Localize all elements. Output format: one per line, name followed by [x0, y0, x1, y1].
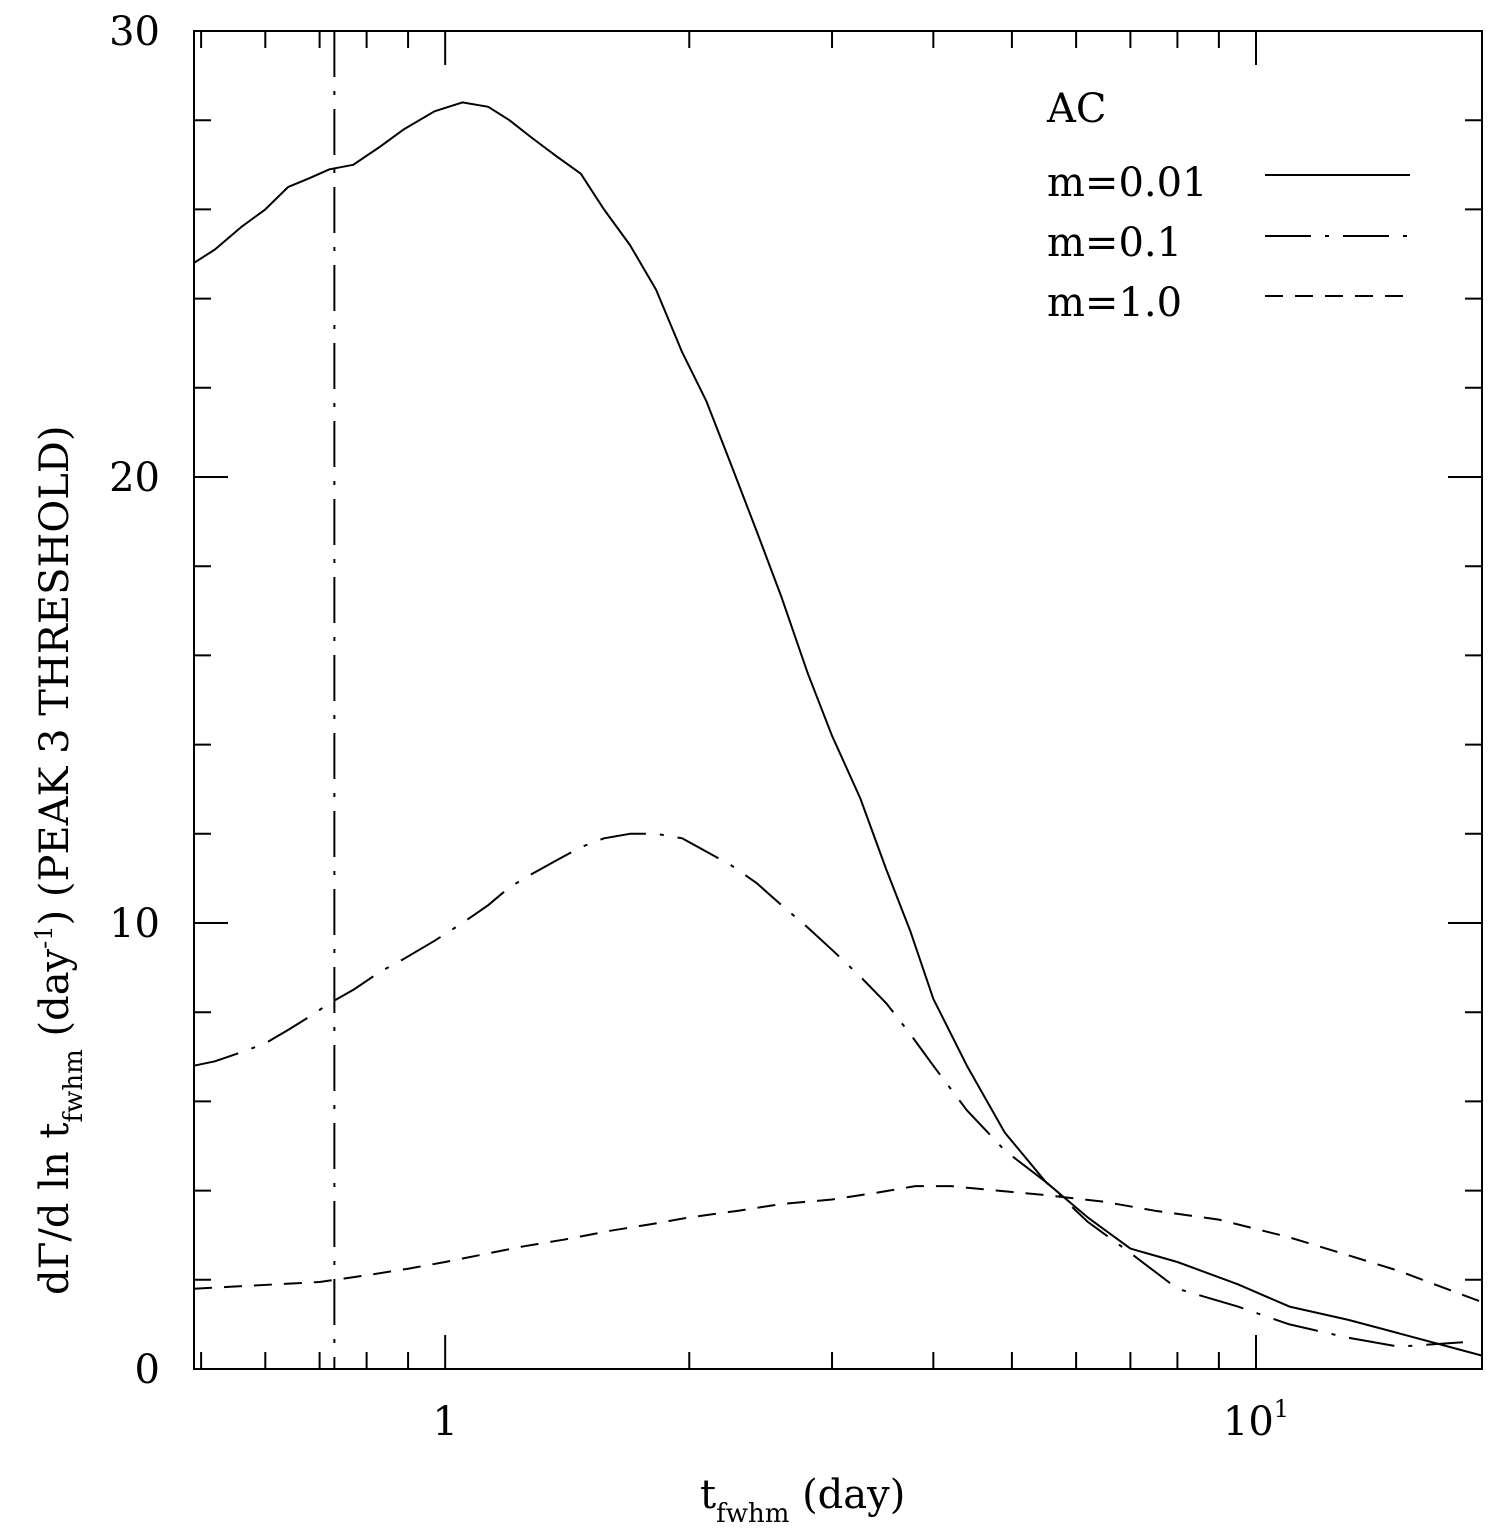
series-line-m-0-1 — [193, 832, 1464, 1348]
x-axis-label-rest: (day) — [789, 1472, 905, 1518]
legend: AC m=0.01 m=0.1 m=1.0 — [1046, 86, 1410, 326]
x-tick-label: 1 — [432, 1399, 457, 1445]
y-tick-label: 0 — [135, 1347, 160, 1393]
y-axis-label-c: ) (PEAK 3 THRESHOLD) — [32, 426, 78, 926]
y-axis-label-sup: -1 — [30, 925, 58, 948]
x-tick-label-main: 10 — [1223, 1399, 1274, 1445]
y-axis-label-a: dΓ/d ln t — [32, 1123, 78, 1296]
y-axis-label-b: (day — [32, 948, 78, 1049]
x-tick-label: 101 — [1223, 1395, 1289, 1445]
y-axis-label: dΓ/d ln tfwhm (day-1) (PEAK 3 THRESHOLD) — [30, 426, 89, 1295]
legend-title: AC — [1046, 86, 1107, 132]
plot-frame — [193, 30, 1483, 1370]
y-tick-label: 10 — [109, 901, 160, 947]
x-axis-label-sub: fwhm — [716, 1499, 789, 1529]
tick-group — [194, 30, 1482, 1370]
legend-label-m001: m=0.01 — [1047, 160, 1208, 206]
x-axis-label-main: t — [700, 1472, 716, 1518]
y-tick-label: 30 — [109, 9, 160, 55]
legend-label-m10: m=1.0 — [1047, 280, 1182, 326]
legend-label-m01: m=0.1 — [1047, 220, 1182, 266]
x-tick-label-main: 1 — [432, 1399, 457, 1445]
series-line-m-0-01 — [193, 101, 1483, 1357]
y-tick-label: 20 — [109, 455, 160, 501]
x-axis-label: tfwhm (day) — [700, 1472, 905, 1529]
series-group — [193, 31, 1483, 1369]
y-axis-label-sub: fwhm — [59, 1049, 89, 1122]
series-line-m-1-0 — [193, 1185, 1483, 1304]
x-tick-label-sup: 1 — [1274, 1395, 1289, 1423]
